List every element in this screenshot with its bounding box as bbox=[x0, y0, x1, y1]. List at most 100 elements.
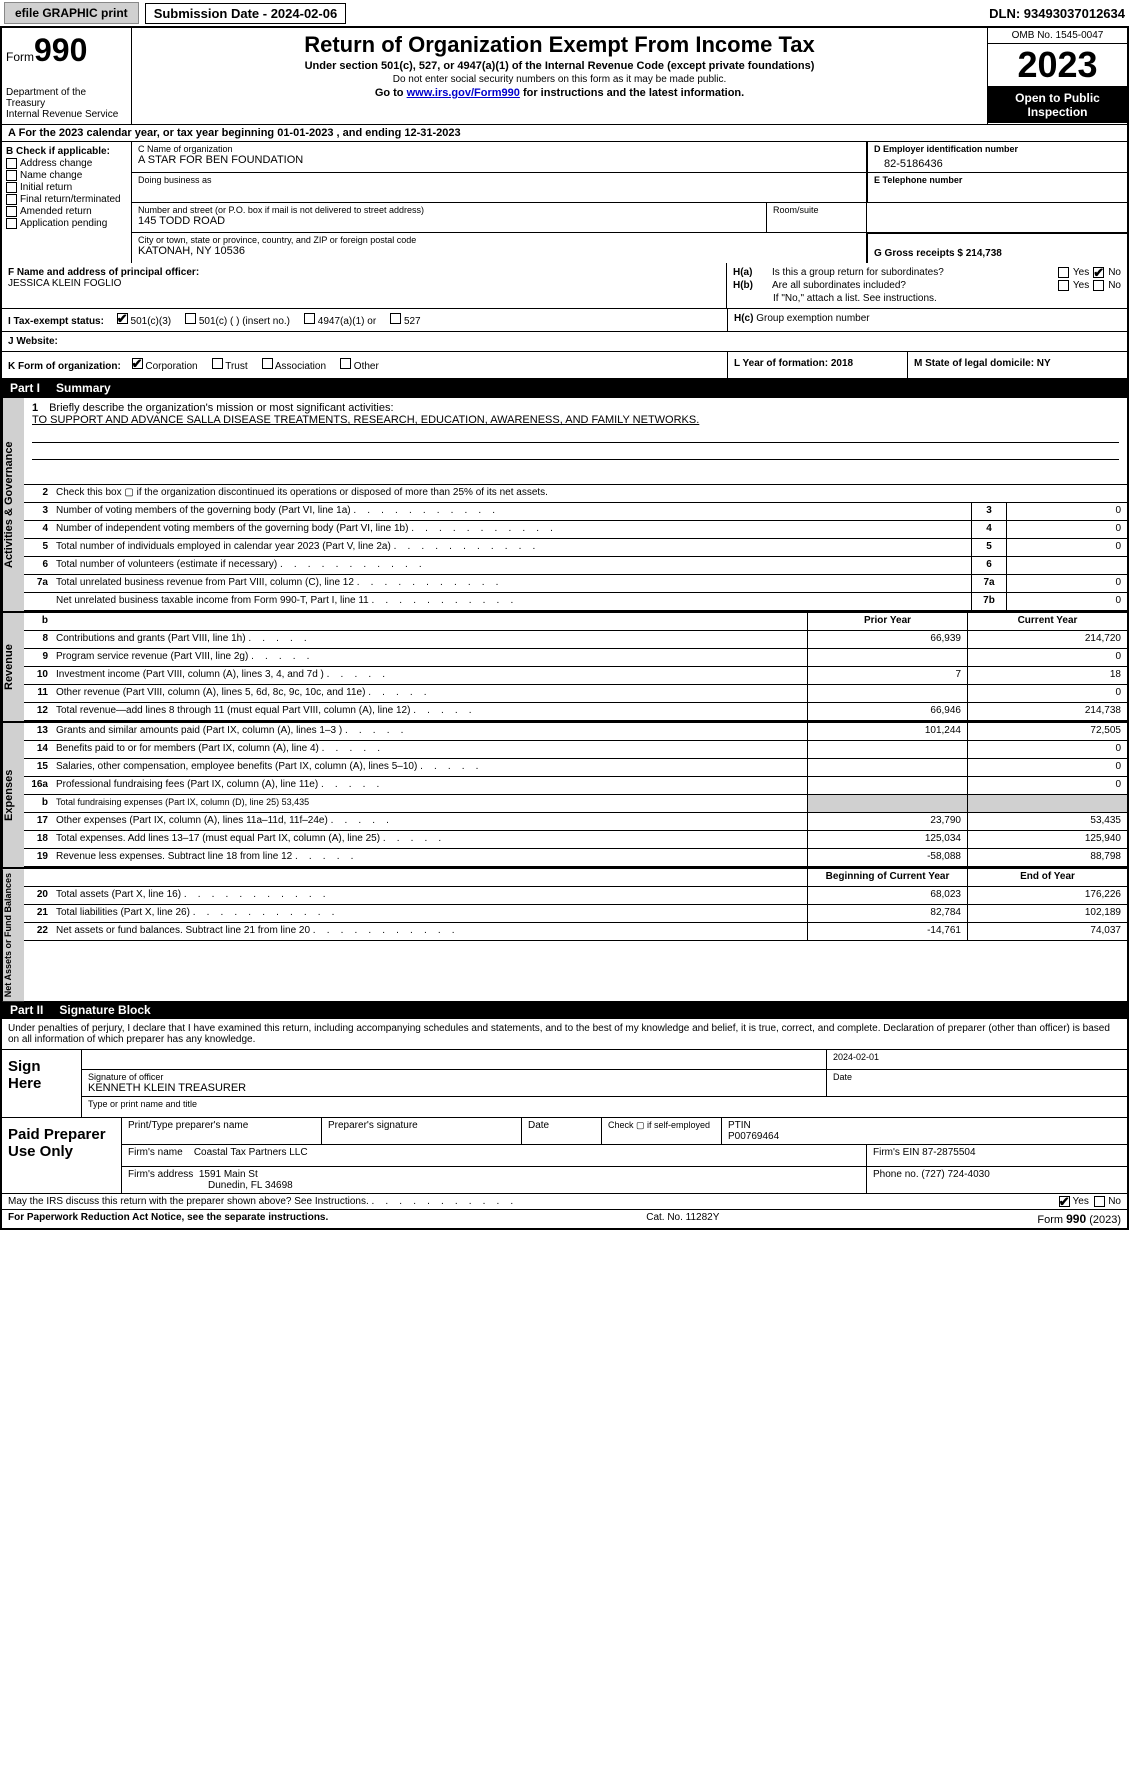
chk-address-change[interactable]: Address change bbox=[6, 158, 127, 169]
revenue-row: 9Program service revenue (Part VIII, lin… bbox=[24, 649, 1127, 667]
group-exemption: H(c) Group exemption number bbox=[727, 309, 1127, 331]
irs-label: Internal Revenue Service bbox=[6, 109, 127, 120]
discuss-with-preparer: May the IRS discuss this return with the… bbox=[2, 1194, 1127, 1210]
sign-here-label: Sign Here bbox=[2, 1050, 82, 1117]
ein-cell: D Employer identification number 82-5186… bbox=[867, 142, 1127, 172]
vert-label-governance: Activities & Governance bbox=[2, 398, 24, 611]
org-name-cell: C Name of organization A STAR FOR BEN FO… bbox=[132, 142, 867, 172]
chk-name-change[interactable]: Name change bbox=[6, 170, 127, 181]
net-assets-row: 21Total liabilities (Part X, line 26)82,… bbox=[24, 905, 1127, 923]
cat-number: Cat. No. 11282Y bbox=[328, 1212, 1037, 1226]
open-inspection: Open to Public Inspection bbox=[988, 87, 1127, 123]
section-h: H(a) Is this a group return for subordin… bbox=[727, 263, 1127, 308]
discuss-no-checkbox[interactable] bbox=[1094, 1196, 1105, 1207]
part-1-header: Part I Summary bbox=[2, 379, 1127, 397]
telephone-cell: E Telephone number bbox=[867, 173, 1127, 202]
expense-row: 19Revenue less expenses. Subtract line 1… bbox=[24, 849, 1127, 867]
chk-trust[interactable] bbox=[212, 358, 223, 369]
chk-amended[interactable]: Amended return bbox=[6, 206, 127, 217]
current-year-header: Current Year bbox=[967, 613, 1127, 630]
street-address: 145 TODD ROAD bbox=[138, 215, 760, 227]
sign-here-block: Sign Here 2024-02-01 Signature of office… bbox=[2, 1050, 1127, 1118]
expense-row: 14Benefits paid to or for members (Part … bbox=[24, 741, 1127, 759]
dln-label: DLN: 93493037012634 bbox=[989, 6, 1125, 21]
principal-officer: F Name and address of principal officer:… bbox=[2, 263, 727, 308]
h-a-yes-checkbox[interactable] bbox=[1058, 267, 1069, 278]
form-header: Form990 Department of the Treasury Inter… bbox=[2, 28, 1127, 125]
city-state-zip: KATONAH, NY 10536 bbox=[138, 245, 860, 257]
mission-text: TO SUPPORT AND ADVANCE SALLA DISEASE TRE… bbox=[32, 414, 699, 426]
begin-year-header: Beginning of Current Year bbox=[807, 869, 967, 886]
net-assets-row: 22Net assets or fund balances. Subtract … bbox=[24, 923, 1127, 941]
paid-preparer-block: Paid Preparer Use Only Print/Type prepar… bbox=[2, 1118, 1127, 1194]
checkbox-icon bbox=[6, 194, 17, 205]
chk-4947[interactable] bbox=[304, 313, 315, 324]
chk-527[interactable] bbox=[390, 313, 401, 324]
revenue-row: 10Investment income (Part VIII, column (… bbox=[24, 667, 1127, 685]
section-b-through-g: B Check if applicable: Address change Na… bbox=[2, 141, 1127, 263]
net-header-row: Beginning of Current Year End of Year bbox=[24, 869, 1127, 887]
chk-corporation[interactable] bbox=[132, 358, 143, 369]
chk-app-pending[interactable]: Application pending bbox=[6, 218, 127, 229]
prep-name-header: Print/Type preparer's name bbox=[122, 1118, 322, 1144]
part-2-header: Part II Signature Block bbox=[2, 1001, 1127, 1019]
top-bar: efile GRAPHIC print Submission Date - 20… bbox=[0, 0, 1129, 28]
org-name: A STAR FOR BEN FOUNDATION bbox=[138, 154, 860, 166]
chk-other[interactable] bbox=[340, 358, 351, 369]
checkbox-icon bbox=[6, 158, 17, 169]
vert-label-net: Net Assets or Fund Balances bbox=[2, 869, 24, 1001]
mission-box: 1 Briefly describe the organization's mi… bbox=[24, 398, 1127, 485]
revenue-header-row: b Prior Year Current Year bbox=[24, 613, 1127, 631]
chk-association[interactable] bbox=[262, 358, 273, 369]
dept-treasury: Department of the Treasury bbox=[6, 87, 127, 109]
revenue-row: 8Contributions and grants (Part VIII, li… bbox=[24, 631, 1127, 649]
end-year-header: End of Year bbox=[967, 869, 1127, 886]
chk-final-return[interactable]: Final return/terminated bbox=[6, 194, 127, 205]
form-number: 990 bbox=[34, 32, 87, 68]
paid-preparer-label: Paid Preparer Use Only bbox=[2, 1118, 122, 1193]
gov-row: 5Total number of individuals employed in… bbox=[24, 539, 1127, 557]
header-left: Form990 Department of the Treasury Inter… bbox=[2, 28, 132, 124]
irs-link[interactable]: www.irs.gov/Form990 bbox=[407, 87, 520, 99]
room-suite-cell: Room/suite bbox=[767, 203, 867, 232]
h-a-no-checkbox[interactable] bbox=[1093, 267, 1104, 278]
submission-date: Submission Date - 2024-02-06 bbox=[145, 3, 347, 24]
expense-row: 18Total expenses. Add lines 13–17 (must … bbox=[24, 831, 1127, 849]
form-990-container: Form990 Department of the Treasury Inter… bbox=[0, 28, 1129, 1230]
chk-501c3[interactable] bbox=[117, 313, 128, 324]
checkbox-icon bbox=[6, 218, 17, 229]
firm-ein: Firm's EIN 87-2875504 bbox=[867, 1145, 1127, 1166]
header-mid: Return of Organization Exempt From Incom… bbox=[132, 28, 987, 124]
city-cell: City or town, state or province, country… bbox=[132, 233, 867, 263]
form-footer: For Paperwork Reduction Act Notice, see … bbox=[2, 1210, 1127, 1228]
perjury-declaration: Under penalties of perjury, I declare th… bbox=[2, 1019, 1127, 1050]
efile-print-button[interactable]: efile GRAPHIC print bbox=[4, 2, 139, 24]
header-right: OMB No. 1545-0047 2023 Open to Public In… bbox=[987, 28, 1127, 124]
firm-address-2: Dunedin, FL 34698 bbox=[208, 1180, 293, 1191]
tax-year: 2023 bbox=[988, 44, 1127, 87]
chk-501c[interactable] bbox=[185, 313, 196, 324]
chk-initial-return[interactable]: Initial return bbox=[6, 182, 127, 193]
form-title: Return of Organization Exempt From Incom… bbox=[140, 32, 979, 58]
prep-sig-header: Preparer's signature bbox=[322, 1118, 522, 1144]
gov-row: Net unrelated business taxable income fr… bbox=[24, 593, 1127, 611]
row-i-hc: I Tax-exempt status: 501(c)(3) 501(c) ( … bbox=[2, 309, 1127, 332]
checkbox-icon bbox=[6, 182, 17, 193]
line-a-tax-year: A For the 2023 calendar year, or tax yea… bbox=[2, 125, 1127, 141]
paperwork-notice: For Paperwork Reduction Act Notice, see … bbox=[8, 1212, 328, 1226]
sign-date: 2024-02-01 bbox=[827, 1050, 1127, 1069]
dba-cell: Doing business as bbox=[132, 173, 867, 202]
revenue-section: Revenue b Prior Year Current Year 8Contr… bbox=[2, 611, 1127, 721]
col-b-checkboxes: B Check if applicable: Address change Na… bbox=[2, 142, 132, 263]
h-b-no-checkbox[interactable] bbox=[1093, 280, 1104, 291]
omb-number: OMB No. 1545-0047 bbox=[988, 28, 1127, 44]
h-b-yes-checkbox[interactable] bbox=[1058, 280, 1069, 291]
revenue-row: 12Total revenue—add lines 8 through 11 (… bbox=[24, 703, 1127, 721]
discuss-yes-checkbox[interactable] bbox=[1059, 1196, 1070, 1207]
form-label: Form bbox=[6, 50, 34, 64]
vert-label-expenses: Expenses bbox=[2, 723, 24, 867]
col-b-header: B Check if applicable: bbox=[6, 146, 127, 157]
tax-exempt-status: I Tax-exempt status: 501(c)(3) 501(c) ( … bbox=[2, 309, 727, 331]
address-cell: Number and street (or P.O. box if mail i… bbox=[132, 203, 767, 232]
gross-receipts: G Gross receipts $ 214,738 bbox=[874, 248, 1121, 259]
